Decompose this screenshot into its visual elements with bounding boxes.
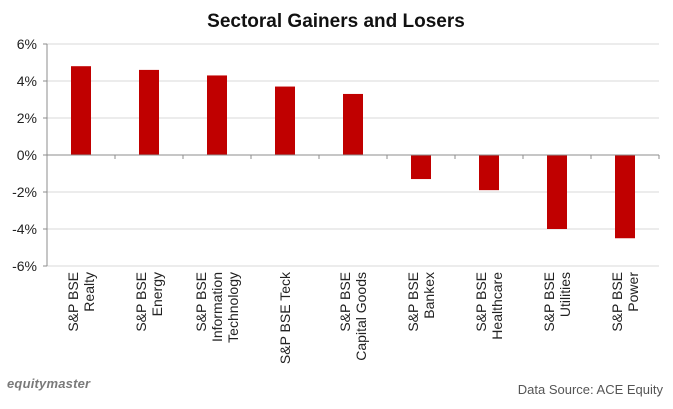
x-category-label: S&P BSE Utilities xyxy=(541,272,573,332)
x-category-label-line: Utilities xyxy=(557,272,573,317)
bar xyxy=(479,155,499,191)
bars xyxy=(71,66,635,239)
x-category-label-line: S&P BSE Teck xyxy=(277,271,293,364)
y-tick-label: 6% xyxy=(17,36,37,52)
x-category-label-line: Capital Goods xyxy=(353,272,369,361)
brand-logo: equitymaster xyxy=(7,376,91,391)
x-category-label: S&P BSE Realty xyxy=(65,272,97,332)
x-category-label: S&P BSE Information Technology xyxy=(193,272,241,343)
bar xyxy=(547,155,567,229)
x-category-label-line: S&P BSE xyxy=(541,272,557,332)
bar xyxy=(343,93,363,155)
y-tick-label: 2% xyxy=(17,110,37,126)
x-category-label-line: Energy xyxy=(149,272,165,316)
x-category-label-line: S&P BSE xyxy=(337,272,353,332)
x-category-label-line: Healthcare xyxy=(489,272,505,340)
x-category-label-line: Realty xyxy=(81,272,97,312)
category-labels: S&P BSE Realty S&P BSE Energy S&P BSE Informa… xyxy=(65,271,641,364)
y-tick-label: -6% xyxy=(12,258,37,274)
x-category-label: S&P BSE Energy xyxy=(133,272,165,332)
x-category-label-line: S&P BSE xyxy=(193,272,209,332)
axes: 6% 4% 2% 0% -2% -4% -6% xyxy=(12,36,660,274)
y-tick-label: 4% xyxy=(17,73,37,89)
x-category-label: S&P BSE Healthcare xyxy=(473,272,505,340)
bar xyxy=(615,155,635,239)
y-tick-label: -4% xyxy=(12,221,37,237)
bar xyxy=(207,75,227,155)
x-category-label-line: S&P BSE xyxy=(609,272,625,332)
bar xyxy=(71,66,91,155)
x-category-label: S&P BSE Power xyxy=(609,272,641,332)
chart-title: Sectoral Gainers and Losers xyxy=(207,11,465,32)
x-category-label-line: S&P BSE xyxy=(405,272,421,332)
x-category-label-line: Information xyxy=(209,272,225,342)
x-category-label-line: Bankex xyxy=(421,272,437,319)
data-source-note: Data Source: ACE Equity xyxy=(517,382,663,397)
y-tick-label: 0% xyxy=(17,147,37,163)
x-category-label-line: S&P BSE xyxy=(473,272,489,332)
bar xyxy=(139,69,159,155)
y-tick-label: -2% xyxy=(12,184,37,200)
bar xyxy=(275,86,295,155)
x-category-label: S&P BSE Teck xyxy=(277,271,293,364)
x-category-label: S&P BSE Capital Goods xyxy=(337,272,369,361)
x-category-label: S&P BSE Bankex xyxy=(405,272,437,332)
x-category-label-line: Technology xyxy=(225,272,241,343)
x-category-label-line: S&P BSE xyxy=(133,272,149,332)
bar xyxy=(411,155,431,180)
x-category-label-line: Power xyxy=(625,272,641,312)
x-category-label-line: S&P BSE xyxy=(65,272,81,332)
